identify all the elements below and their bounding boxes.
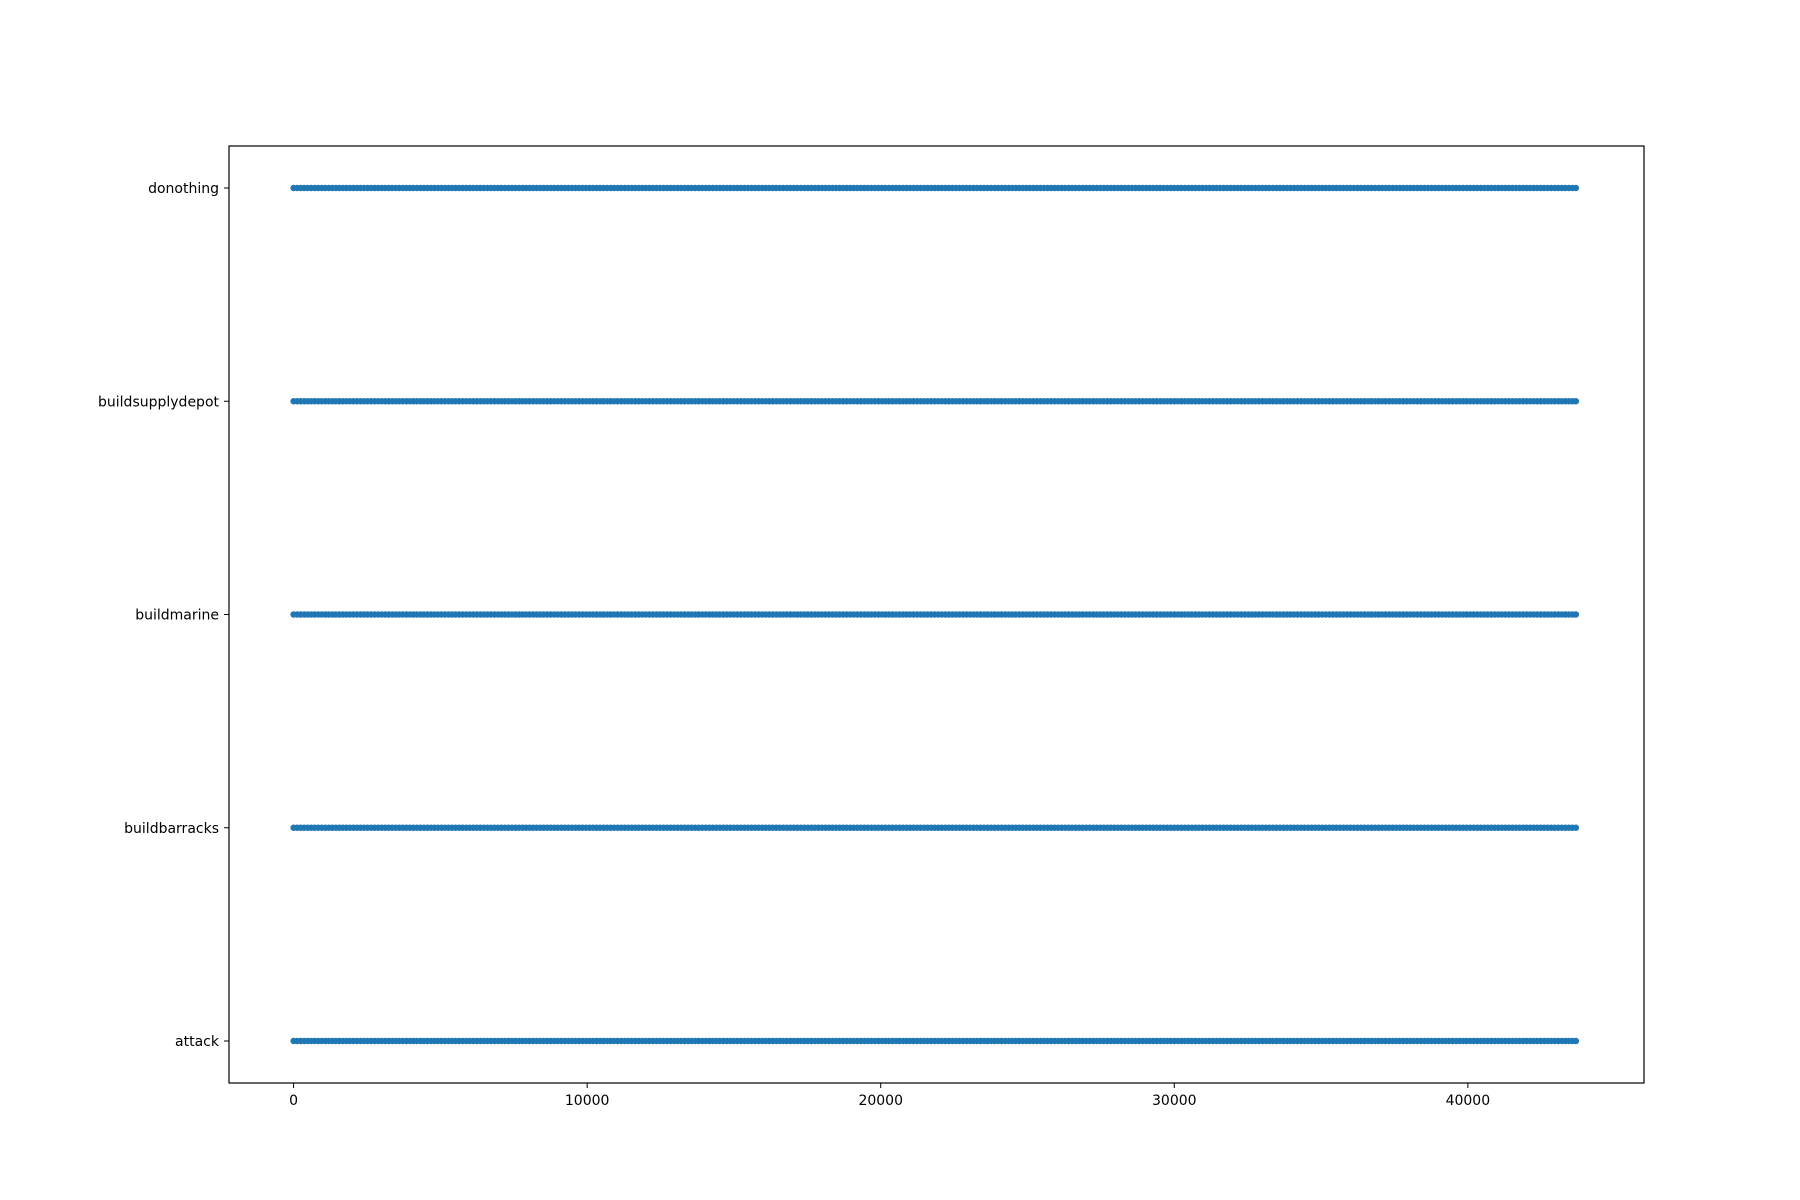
series-buildmarine [290, 611, 1580, 618]
data-marks [290, 184, 1580, 1045]
y-tick-label-buildbarracks: buildbarracks [124, 821, 219, 837]
series-attack [290, 1037, 1580, 1045]
x-tick-label: 20000 [858, 1093, 903, 1109]
y-axis: attack buildbarracks buildmarine buildsuppl… [98, 181, 229, 1050]
y-tick-label-attack: attack [175, 1034, 220, 1050]
data-point [1572, 611, 1580, 618]
series-donothing [290, 184, 1580, 192]
data-point [1572, 824, 1580, 831]
y-tick-label-buildmarine: buildmarine [135, 608, 219, 624]
x-tick-label: 10000 [565, 1093, 610, 1109]
x-tick-label: 30000 [1152, 1093, 1197, 1109]
x-tick-label: 0 [289, 1093, 298, 1109]
data-point [1572, 398, 1580, 405]
data-point [1572, 1037, 1580, 1045]
series-buildbarracks [290, 824, 1580, 831]
series-buildsupplydepot [290, 398, 1580, 405]
x-tick-label: 40000 [1446, 1093, 1491, 1109]
y-tick-label-donothing: donothing [148, 181, 219, 197]
x-axis: 0 10000 20000 30000 40000 [289, 1083, 1490, 1109]
y-tick-label-buildsupplydepot: buildsupplydepot [98, 394, 219, 410]
data-point [1572, 184, 1580, 192]
